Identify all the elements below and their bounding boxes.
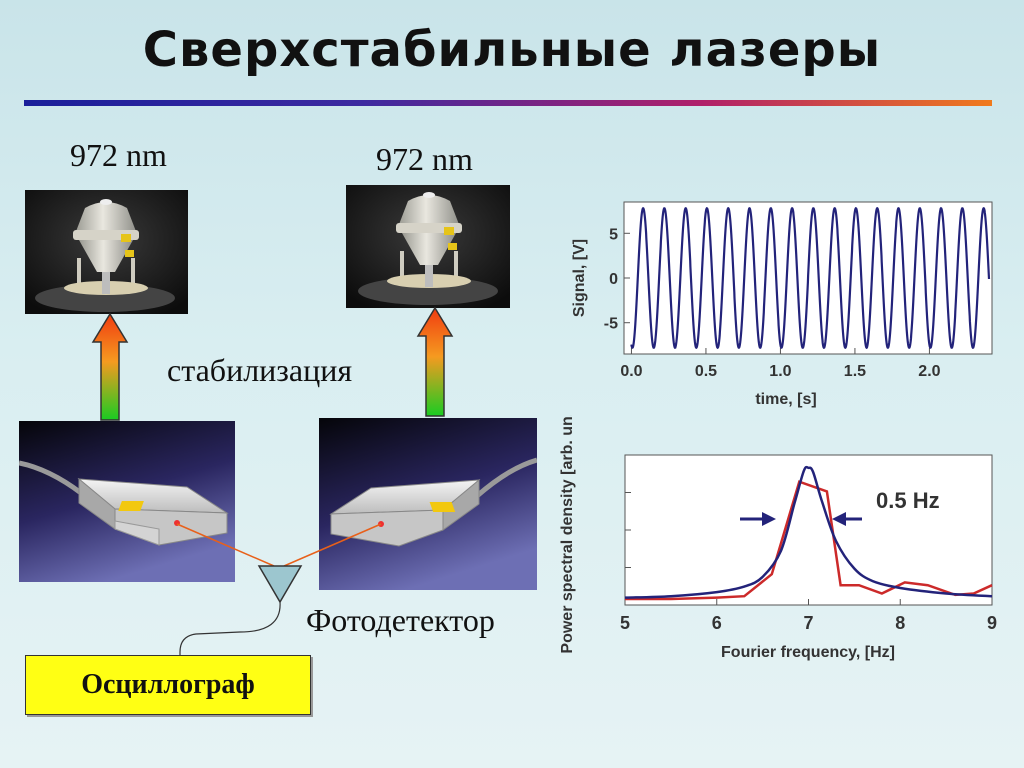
psd-x-tick-label: 7 [803,613,813,633]
linewidth-annotation: 0.5 Hz [876,488,940,513]
stabilization-label: стабилизация [167,352,353,388]
psd-x-tick-label: 9 [987,613,997,633]
psd-series-blue [624,465,993,599]
laser-photo-left [19,421,235,582]
laser-photo-right [319,418,537,590]
linewidth-arrow-right [832,512,862,526]
signal-x-label: time, [s] [755,391,816,408]
signal-x-tick-label: 0.5 [695,363,717,380]
laser-beam-left [176,523,275,567]
oscilloscope-label: Осциллограф [81,669,255,700]
psd-y-label: Power spectral density [arb. un.] [559,415,576,654]
linewidth-arrow-left [740,512,776,526]
oscilloscope-box: Осциллограф [25,655,311,715]
signal-x-tick-label: 0.0 [620,363,642,380]
psd-plot-area [624,454,993,606]
signal-y-label: Signal, [V] [571,239,588,317]
psd-x-tick-label: 8 [895,613,905,633]
signal-y-tick-label: 5 [609,226,618,243]
psd-series-red [625,480,993,601]
stabilization-arrow-right [416,306,454,417]
slide-title: Сверхстабильные лазеры [142,22,882,78]
laser-beam-right [283,523,382,567]
photodetector-icon [257,565,303,604]
signal-x-tick-label: 2.0 [918,363,940,380]
wavelength-label-right: 972 nm [376,141,473,177]
signal-y-tick-label: 0 [609,271,618,288]
title-underline [24,100,992,106]
signal-series-line [630,206,991,350]
signal-y-tick-label: -5 [604,316,618,333]
cavity-photo-left [25,190,188,314]
signal-x-tick-label: 1.5 [844,363,866,380]
detector-cable [179,601,281,656]
cavity-photo-right [346,185,510,308]
psd-chart: 5 6 7 8 9 0.5 Hz Fourier frequency, [Hz] Pow… [559,415,997,661]
psd-x-tick-label: 6 [712,613,722,633]
signal-x-tick-label: 1.0 [769,363,791,380]
wavelength-label-left: 972 nm [70,137,167,173]
psd-x-tick-label: 5 [620,613,630,633]
stabilization-arrow-left [91,312,129,421]
psd-x-label: Fourier frequency, [Hz] [721,644,895,661]
photodetector-label: Фотодетектор [306,602,495,638]
signal-chart: 0.0 0.5 1.0 1.5 2.0 5 0 -5 time, [s] Signal, [V… [571,201,993,408]
